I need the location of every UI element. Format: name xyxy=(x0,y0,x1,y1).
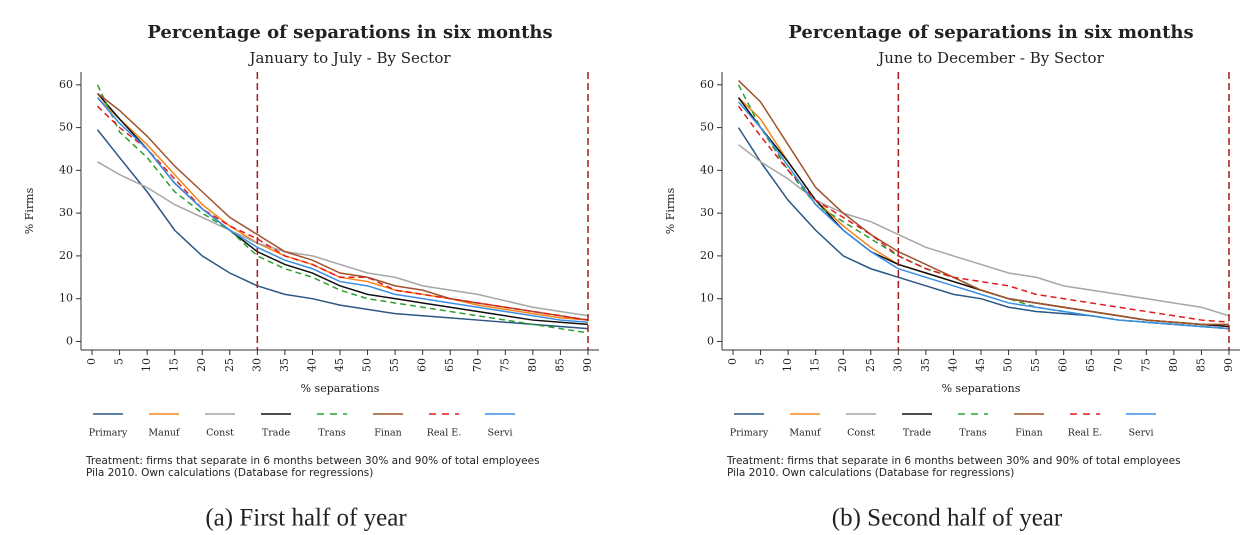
x-tick-label: 45 xyxy=(974,358,987,372)
chart-subtitle: January to July - By Sector xyxy=(247,49,451,67)
series-line xyxy=(96,92,589,326)
legend-label: Primary xyxy=(730,428,769,439)
legend-label: Trans xyxy=(959,428,987,439)
x-tick-label: 50 xyxy=(361,358,374,372)
y-tick-label: 10 xyxy=(59,292,73,305)
legend-label: Primary xyxy=(89,428,128,439)
x-tick-label: 70 xyxy=(1112,358,1125,372)
y-tick-label: 60 xyxy=(700,78,714,91)
y-tick-label: 60 xyxy=(59,78,73,91)
x-tick-label: 90 xyxy=(581,358,594,372)
x-tick-label: 85 xyxy=(553,358,566,372)
x-tick-label: 40 xyxy=(946,358,959,372)
x-tick-label: 10 xyxy=(781,358,794,372)
note: Treatment: firms that separate in 6 mont… xyxy=(85,455,540,467)
x-tick-label: 50 xyxy=(1002,358,1015,372)
x-tick-label: 5 xyxy=(754,358,767,365)
x-tick-label: 15 xyxy=(168,358,181,372)
legend-label: Const xyxy=(847,428,875,439)
x-tick-label: 30 xyxy=(250,358,263,372)
series-line xyxy=(97,105,589,321)
legend-label: Servi xyxy=(1128,428,1153,439)
y-tick-label: 50 xyxy=(700,121,714,134)
caption: (a) First half of year xyxy=(205,505,407,532)
x-tick-label: 0 xyxy=(726,358,739,365)
legend-label: Real E. xyxy=(427,428,461,439)
x-tick-label: 65 xyxy=(443,358,456,372)
x-tick-label: 25 xyxy=(864,358,877,372)
note: Pila 2010. Own calculations (Database fo… xyxy=(727,467,1014,479)
legend-label: Servi xyxy=(487,428,512,439)
x-tick-label: 60 xyxy=(416,358,429,372)
legend-label: Trade xyxy=(262,428,291,439)
legend-label: Finan xyxy=(1015,428,1043,439)
series-line xyxy=(738,80,1229,326)
legend-label: Manuf xyxy=(789,428,822,439)
x-tick-label: 70 xyxy=(471,358,484,372)
series-line xyxy=(737,105,1230,323)
y-axis-label: % Firms xyxy=(23,187,36,234)
y-tick-label: 0 xyxy=(707,334,714,347)
x-tick-label: 90 xyxy=(1222,358,1235,372)
y-tick-label: 50 xyxy=(59,121,73,134)
x-tick-label: 40 xyxy=(305,358,318,372)
legend-label: Finan xyxy=(374,428,402,439)
y-tick-label: 0 xyxy=(66,334,73,347)
x-tick-label: 25 xyxy=(223,358,236,372)
series-line xyxy=(738,144,1230,317)
series-line xyxy=(737,127,1230,330)
panel: Percentage of separations in six months J… xyxy=(23,22,599,532)
series-line xyxy=(96,97,589,323)
x-tick-label: 75 xyxy=(498,358,511,372)
x-tick-label: 80 xyxy=(1167,358,1180,372)
x-tick-label: 75 xyxy=(1139,358,1152,372)
legend-label: Const xyxy=(206,428,234,439)
series-line xyxy=(738,97,1230,328)
caption: (b) Second half of year xyxy=(832,505,1063,532)
x-tick-label: 20 xyxy=(836,358,849,372)
legend-label: Manuf xyxy=(148,428,181,439)
x-tick-label: 5 xyxy=(113,358,126,365)
x-tick-label: 35 xyxy=(919,358,932,372)
legend-label: Real E. xyxy=(1068,428,1102,439)
chart-subtitle: June to December - By Sector xyxy=(876,49,1104,67)
series-line xyxy=(96,129,589,330)
x-tick-label: 15 xyxy=(809,358,822,372)
y-tick-label: 30 xyxy=(59,206,73,219)
note: Treatment: firms that separate in 6 mont… xyxy=(726,455,1181,467)
x-tick-label: 20 xyxy=(195,358,208,372)
series-line xyxy=(737,97,1230,328)
legend-label: Trans xyxy=(318,428,346,439)
note: Pila 2010. Own calculations (Database fo… xyxy=(86,467,373,479)
y-axis-label: % Firms xyxy=(664,187,677,234)
chart-title: Percentage of separations in six months xyxy=(788,22,1193,43)
panel: Percentage of separations in six months J… xyxy=(664,22,1240,532)
y-tick-label: 20 xyxy=(700,249,714,262)
x-tick-label: 0 xyxy=(85,358,98,365)
x-tick-label: 45 xyxy=(333,358,346,372)
x-tick-label: 60 xyxy=(1057,358,1070,372)
x-tick-label: 85 xyxy=(1194,358,1207,372)
x-tick-label: 35 xyxy=(278,358,291,372)
series-line xyxy=(737,101,1230,330)
y-tick-label: 40 xyxy=(700,163,714,176)
series-line xyxy=(97,161,589,317)
x-tick-label: 10 xyxy=(140,358,153,372)
x-tick-label: 55 xyxy=(1029,358,1042,372)
chart-title: Percentage of separations in six months xyxy=(147,22,552,43)
x-tick-label: 65 xyxy=(1084,358,1097,372)
x-tick-label: 30 xyxy=(891,358,904,372)
x-tick-label: 80 xyxy=(526,358,539,372)
y-tick-label: 20 xyxy=(59,249,73,262)
legend-label: Trade xyxy=(903,428,932,439)
x-tick-label: 55 xyxy=(388,358,401,372)
y-tick-label: 10 xyxy=(700,292,714,305)
x-axis-label: % separations xyxy=(942,382,1021,395)
y-tick-label: 40 xyxy=(59,163,73,176)
x-axis-label: % separations xyxy=(301,382,380,395)
y-tick-label: 30 xyxy=(700,206,714,219)
series-line xyxy=(737,84,1230,330)
series-line xyxy=(96,84,589,334)
